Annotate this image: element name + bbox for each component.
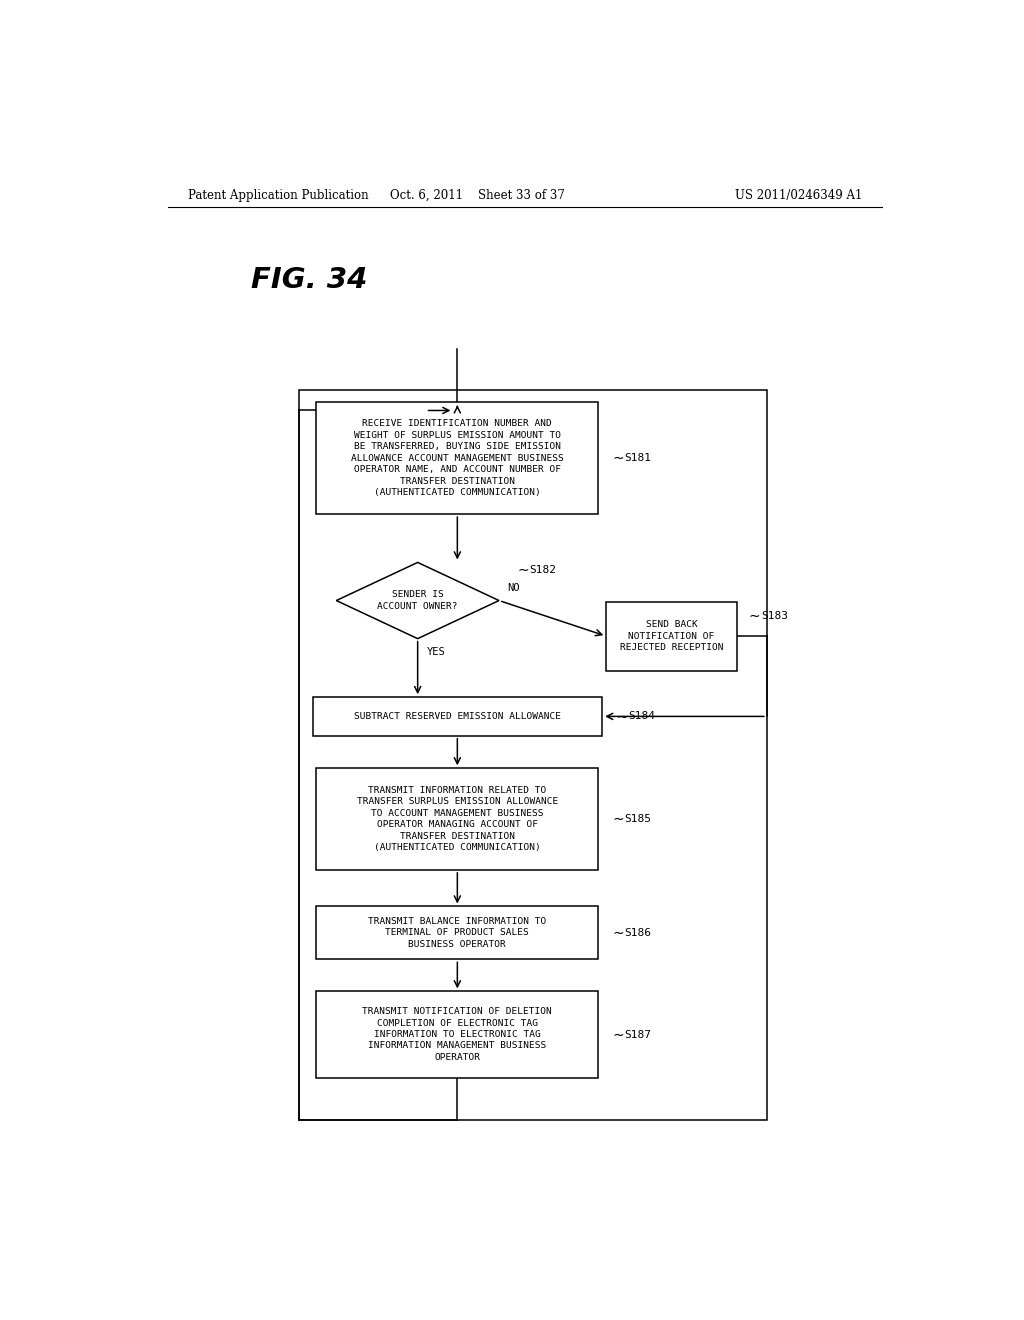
Text: NO: NO: [507, 583, 519, 593]
Text: S182: S182: [529, 565, 556, 576]
Text: US 2011/0246349 A1: US 2011/0246349 A1: [734, 189, 862, 202]
Text: S181: S181: [625, 453, 651, 463]
FancyBboxPatch shape: [316, 403, 598, 515]
Text: S185: S185: [625, 814, 651, 824]
Text: S183: S183: [761, 611, 787, 620]
Text: ∼: ∼: [616, 709, 628, 723]
Text: TRANSMIT INFORMATION RELATED TO
TRANSFER SURPLUS EMISSION ALLOWANCE
TO ACCOUNT M: TRANSMIT INFORMATION RELATED TO TRANSFER…: [356, 785, 558, 853]
Text: SUBTRACT RESERVED EMISSION ALLOWANCE: SUBTRACT RESERVED EMISSION ALLOWANCE: [354, 711, 561, 721]
FancyBboxPatch shape: [299, 391, 767, 1119]
FancyBboxPatch shape: [606, 602, 737, 671]
Text: ∼: ∼: [612, 1027, 624, 1041]
Text: TRANSMIT BALANCE INFORMATION TO
TERMINAL OF PRODUCT SALES
BUSINESS OPERATOR: TRANSMIT BALANCE INFORMATION TO TERMINAL…: [369, 917, 547, 949]
Text: ∼: ∼: [517, 564, 528, 577]
Text: YES: YES: [427, 647, 445, 657]
FancyBboxPatch shape: [312, 697, 602, 735]
Text: SEND BACK
NOTIFICATION OF
REJECTED RECEPTION: SEND BACK NOTIFICATION OF REJECTED RECEP…: [620, 620, 723, 652]
Text: S187: S187: [625, 1030, 651, 1040]
Polygon shape: [336, 562, 499, 639]
Text: FIG. 34: FIG. 34: [251, 267, 368, 294]
Text: Patent Application Publication: Patent Application Publication: [187, 189, 369, 202]
Text: TRANSMIT NOTIFICATION OF DELETION
COMPLETION OF ELECTRONIC TAG
INFORMATION TO EL: TRANSMIT NOTIFICATION OF DELETION COMPLE…: [362, 1007, 552, 1061]
Text: ∼: ∼: [749, 609, 761, 623]
Text: S186: S186: [625, 928, 651, 939]
Text: ∼: ∼: [612, 925, 624, 940]
Text: SENDER IS
ACCOUNT OWNER?: SENDER IS ACCOUNT OWNER?: [378, 590, 458, 611]
FancyBboxPatch shape: [316, 768, 598, 870]
Text: ∼: ∼: [612, 812, 624, 826]
Text: Oct. 6, 2011    Sheet 33 of 37: Oct. 6, 2011 Sheet 33 of 37: [390, 189, 564, 202]
Text: ∼: ∼: [612, 451, 624, 465]
Text: S184: S184: [629, 711, 655, 722]
FancyBboxPatch shape: [316, 991, 598, 1077]
Text: RECEIVE IDENTIFICATION NUMBER AND
WEIGHT OF SURPLUS EMISSION AMOUNT TO
BE TRANSF: RECEIVE IDENTIFICATION NUMBER AND WEIGHT…: [351, 420, 564, 498]
FancyBboxPatch shape: [316, 907, 598, 960]
